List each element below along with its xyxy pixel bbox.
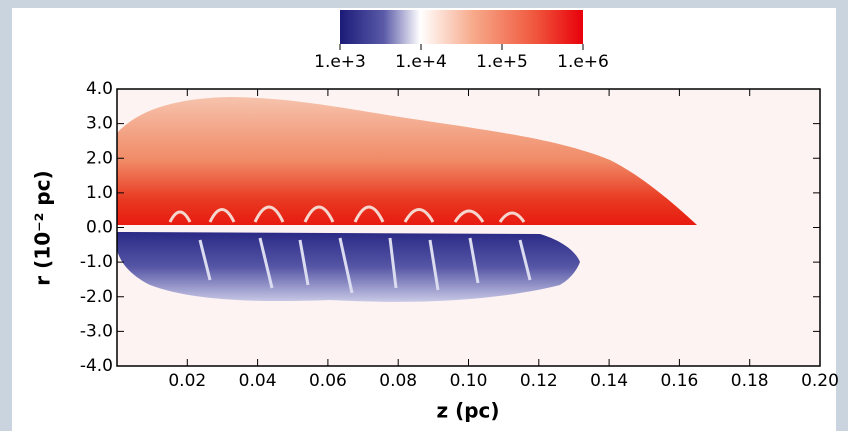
x-tick-label: 0.16 [660, 371, 698, 391]
x-tick-label: 0.14 [590, 371, 628, 391]
y-tick-label: -2.0 [80, 287, 113, 307]
y-tick-label: -3.0 [80, 321, 113, 341]
y-tick-label: -1.0 [80, 252, 113, 272]
colorbar-tick-label: 1.e+3 [314, 52, 366, 72]
colorbar-tick-label: 1.e+6 [557, 52, 609, 72]
x-tick-label: 0.18 [731, 371, 769, 391]
x-tick-label: 0.06 [309, 371, 347, 391]
y-tick-label: 3.0 [86, 114, 113, 134]
colorbar-tick-label: 1.e+5 [476, 52, 528, 72]
lower-field [117, 232, 580, 302]
y-tick-label: 2.0 [86, 148, 113, 168]
x-tick-label: 0.04 [239, 371, 277, 391]
x-tick-label: 0.20 [801, 371, 839, 391]
y-axis-label: r (10⁻² pc) [31, 170, 55, 285]
x-tick-label: 0.12 [520, 371, 558, 391]
x-axis-label: z (pc) [436, 399, 499, 423]
x-tick-label: 0.08 [379, 371, 417, 391]
colorbar [340, 10, 583, 44]
streaks [198, 237, 532, 294]
y-tick-label: -4.0 [80, 356, 113, 376]
vortices [168, 205, 526, 223]
y-tick-label: 4.0 [86, 79, 113, 99]
colorbar-tick-label: 1.e+4 [395, 52, 447, 72]
x-tick-label: 0.10 [450, 371, 488, 391]
y-tick-label: 0.0 [86, 218, 113, 238]
x-tick-label: 0.02 [168, 371, 206, 391]
y-tick-label: 1.0 [86, 183, 113, 203]
upper-field [117, 97, 697, 225]
